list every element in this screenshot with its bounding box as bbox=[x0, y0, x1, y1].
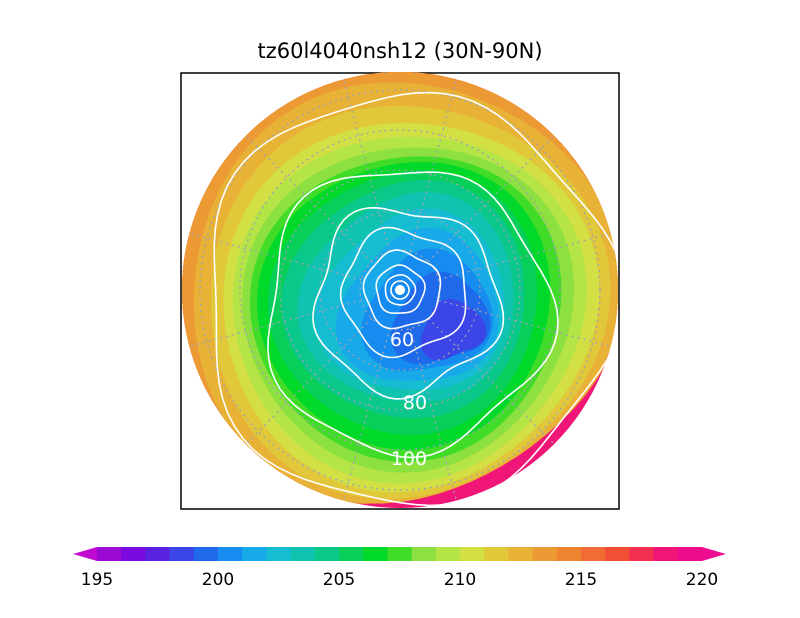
colorbar-swatch bbox=[314, 547, 340, 561]
colorbar-tick-labels: 195 200 205 210 215 220 bbox=[81, 570, 718, 590]
contour-line bbox=[267, 171, 559, 459]
colorbar-end-arrow bbox=[73, 547, 97, 561]
colorbar-swatch bbox=[508, 547, 534, 561]
colorbar-swatch bbox=[121, 547, 146, 561]
colorbar-swatch bbox=[556, 547, 582, 561]
field-band bbox=[420, 298, 487, 361]
colorbar-swatch bbox=[97, 547, 122, 561]
contour-label-100: 100 bbox=[391, 448, 427, 470]
meridian-line bbox=[427, 317, 557, 447]
latitude-circle bbox=[319, 209, 481, 371]
meridian-line bbox=[187, 232, 362, 281]
colorbar-tick-label: 220 bbox=[686, 570, 718, 590]
colorbar-swatch bbox=[290, 547, 316, 561]
latitude-circle bbox=[199, 89, 601, 491]
colorbar-tick-label: 195 bbox=[81, 570, 113, 590]
meridian-line bbox=[409, 328, 458, 503]
contour-line bbox=[390, 280, 410, 300]
colorbar-tick-label: 210 bbox=[444, 570, 476, 590]
contour-line bbox=[213, 91, 618, 507]
colorbar-swatch bbox=[363, 547, 388, 561]
contour-lines bbox=[213, 91, 618, 507]
colorbar-swatch bbox=[411, 547, 437, 561]
shaded-temperature-field bbox=[182, 72, 618, 508]
contour-label-80: 80 bbox=[403, 392, 427, 414]
colorbar-swatch bbox=[435, 547, 461, 561]
contour-line bbox=[312, 206, 505, 400]
polar-map bbox=[182, 72, 618, 508]
colorbar-swatch bbox=[145, 547, 171, 561]
colorbar-swatch bbox=[605, 547, 630, 561]
colorbar bbox=[73, 547, 726, 561]
contour-line bbox=[339, 226, 467, 359]
meridian-line bbox=[243, 317, 373, 447]
colorbar-tick-label: 215 bbox=[565, 570, 597, 590]
meridian-line bbox=[427, 133, 557, 263]
map-title: tz60l4040nsh12 (30N-90N) bbox=[257, 39, 542, 63]
colorbar-swatch bbox=[677, 547, 703, 561]
colorbar-swatch bbox=[266, 547, 292, 561]
contour-line bbox=[362, 249, 442, 330]
contour-line bbox=[384, 274, 417, 306]
colorbar-swatch bbox=[484, 547, 509, 561]
latitude-circle bbox=[239, 129, 561, 451]
colorbar-swatch bbox=[218, 547, 243, 561]
meridian-line bbox=[438, 232, 613, 281]
colorbar-swatch bbox=[460, 547, 485, 561]
colorbar-swatch bbox=[581, 547, 606, 561]
colorbar-swatch bbox=[387, 547, 413, 561]
colorbar-tick-label: 205 bbox=[323, 570, 355, 590]
pole-marker bbox=[395, 285, 405, 295]
meridian-line bbox=[243, 133, 373, 263]
meridian-line bbox=[342, 328, 391, 503]
colorbar-swatch bbox=[339, 547, 364, 561]
colorbar-swatch bbox=[169, 547, 195, 561]
colorbar-tick-label: 200 bbox=[202, 570, 234, 590]
contour-label-60: 60 bbox=[390, 329, 414, 351]
colorbar-end-arrow bbox=[702, 547, 726, 561]
contour-line bbox=[375, 264, 426, 314]
colorbar-swatch bbox=[532, 547, 558, 561]
latitude-circle bbox=[279, 169, 521, 411]
colorbar-swatch bbox=[629, 547, 655, 561]
colorbar-swatch bbox=[193, 547, 219, 561]
colorbar-swatch bbox=[242, 547, 267, 561]
colorbar-swatch bbox=[653, 547, 679, 561]
